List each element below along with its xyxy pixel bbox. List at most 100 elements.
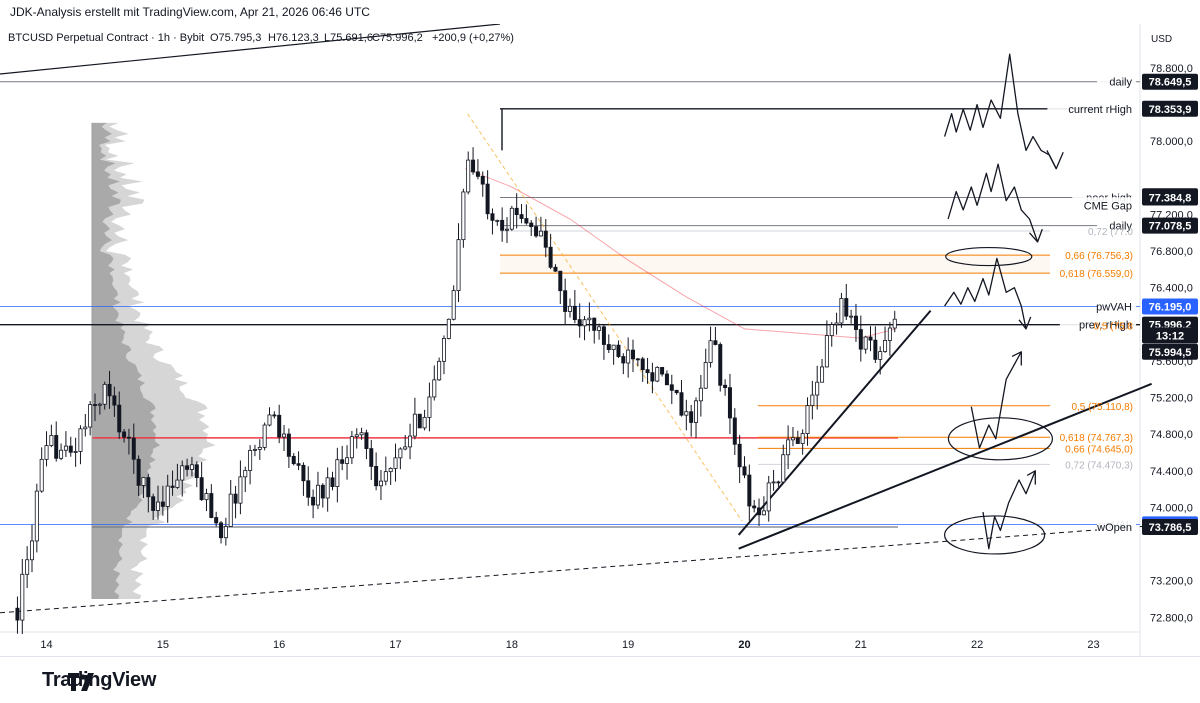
arrow-top — [1046, 150, 1064, 170]
candles — [15, 147, 897, 635]
candle-body — [117, 404, 122, 433]
candle-body — [858, 329, 863, 350]
candle-body — [485, 183, 490, 215]
candle-body — [475, 171, 480, 177]
candle-body — [335, 459, 340, 487]
chart-background — [0, 24, 1200, 656]
candle-body — [781, 454, 786, 483]
price-badge-value: 73.786,5 — [1149, 522, 1192, 534]
candle-body — [262, 424, 267, 448]
price-badge-label: wOpen — [1096, 522, 1132, 534]
trendline-dashed — [0, 525, 1152, 614]
price-chart[interactable]: BTCUSD Perpetual Contract · 1h · Bybit O… — [0, 24, 1200, 656]
candle-body — [519, 214, 524, 219]
time-tick-label: 18 — [506, 639, 518, 651]
price-badge-value: 77.384,8 — [1149, 193, 1192, 205]
candle-body — [631, 349, 636, 360]
time-tick-label: 22 — [971, 639, 983, 651]
hand-drawn-annotations — [943, 53, 1064, 555]
candle-body — [214, 517, 219, 524]
candle-body — [587, 317, 592, 321]
time-axis[interactable]: 14 15 16 17 18 19 20 21 22 23 — [40, 639, 1099, 651]
candle-body — [189, 464, 194, 470]
candle-body — [301, 464, 306, 482]
candle-body — [480, 175, 485, 185]
candle-body — [490, 213, 495, 221]
candle-body — [815, 381, 820, 396]
candle-body — [102, 383, 107, 405]
candle-body — [78, 428, 83, 452]
candle-body — [175, 479, 180, 488]
moving-average — [465, 168, 896, 339]
candle-body — [732, 417, 737, 445]
price-badge-label-bg — [1047, 100, 1136, 117]
candle-body — [689, 411, 694, 423]
candle-body — [660, 367, 665, 375]
fib-retracements — [465, 113, 1050, 522]
time-tick-label: 17 — [389, 639, 401, 651]
candle-body — [752, 505, 757, 509]
candle-body — [606, 344, 611, 350]
legend-open: O75.795,3 — [210, 32, 261, 44]
candle-body — [311, 496, 316, 506]
time-tick-label: 15 — [157, 639, 169, 651]
candle-body — [282, 433, 287, 438]
candle-body — [839, 298, 844, 324]
fib-label: 0,66 (74.645,0) — [1065, 444, 1133, 455]
scribble-bounce-lower — [982, 470, 1036, 550]
candle-body — [252, 448, 257, 451]
candle-body — [635, 358, 640, 361]
candle-body — [34, 490, 39, 542]
candle-body — [97, 403, 102, 406]
fib-label: 0,66 (76.756,3) — [1065, 251, 1133, 262]
candle-body — [543, 230, 548, 248]
candle-body — [776, 481, 781, 484]
candle-body — [170, 485, 175, 488]
price-badge — [1142, 189, 1198, 206]
legend-low: L75.691,6 — [324, 32, 373, 44]
price-badge — [1142, 100, 1198, 117]
price-badge-label: prev. rHigh — [1079, 320, 1132, 332]
candle-body — [524, 218, 529, 224]
candle-body — [694, 400, 699, 423]
candle-body — [674, 389, 679, 394]
candle-body — [146, 477, 151, 498]
price-badge-value: 13:12 — [1156, 330, 1184, 342]
trendline-solid — [738, 382, 1153, 550]
candle-body — [887, 327, 892, 341]
candle-body — [747, 474, 752, 507]
candle-body — [131, 437, 136, 460]
candle-body — [20, 573, 25, 621]
candle-body — [291, 455, 296, 465]
candle-body — [141, 477, 146, 486]
attribution-bar: JDK-Analysis erstellt mit TradingView.co… — [0, 0, 1200, 25]
candle-body — [151, 496, 156, 511]
tradingview-logo-icon — [68, 673, 94, 691]
price-badge-value: 76.195,0 — [1149, 301, 1192, 313]
candle-body — [437, 360, 442, 381]
fib-label: 0,618 (74.767,3) — [1060, 433, 1133, 444]
candle-body — [345, 457, 350, 464]
candle-body — [548, 246, 553, 268]
footer: TradingView — [0, 656, 1200, 703]
candle-body — [742, 466, 747, 476]
candle-body — [325, 477, 330, 499]
price-tick-label: 75.200,0 — [1150, 393, 1193, 405]
price-badge-label: pwVAH — [1096, 301, 1132, 313]
price-badge-value: 78.353,9 — [1149, 104, 1192, 116]
candle-body — [369, 448, 374, 467]
arrow-bounce-lower — [1026, 470, 1036, 485]
candle-body — [107, 383, 112, 397]
candle-body — [441, 338, 446, 362]
time-tick-label: 23 — [1087, 639, 1099, 651]
price-badge-value: 77.078,5 — [1149, 221, 1192, 233]
candle-body — [248, 449, 253, 471]
fib-zone-upper — [500, 255, 1050, 274]
candle-body — [238, 476, 243, 504]
candle-body — [679, 392, 684, 416]
legend-close: C75.996,2 — [372, 32, 423, 44]
candle-body — [383, 471, 388, 482]
candle-body — [44, 445, 49, 460]
price-badge — [1142, 343, 1198, 360]
candle-body — [471, 159, 476, 173]
